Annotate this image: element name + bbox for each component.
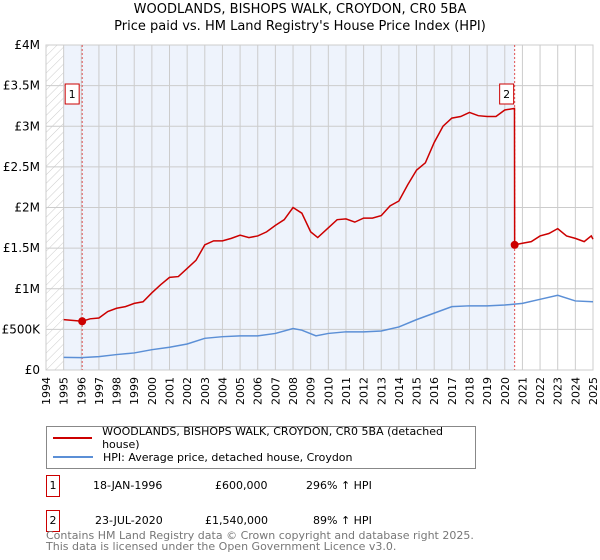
x-tick-label: 2012 bbox=[358, 377, 371, 405]
legend-item-property: WOODLANDS, BISHOPS WALK, CROYDON, CR0 5B… bbox=[53, 425, 475, 451]
legend: WOODLANDS, BISHOPS WALK, CROYDON, CR0 5B… bbox=[46, 425, 476, 469]
sale-label-box bbox=[64, 83, 80, 105]
legend-label: HPI: Average price, detached house, Croy… bbox=[103, 450, 353, 464]
x-tick-label: 2007 bbox=[269, 377, 282, 405]
x-tick-label: 2025 bbox=[587, 377, 600, 405]
series-line bbox=[63, 294, 594, 359]
y-tick-label: £1.5M bbox=[3, 241, 40, 255]
x-tick-label: 2011 bbox=[340, 377, 353, 405]
x-tick-label: 2008 bbox=[287, 377, 300, 405]
chart-title: WOODLANDS, BISHOPS WALK, CROYDON, CR0 5B… bbox=[133, 2, 467, 17]
y-tick-label: £3.5M bbox=[3, 79, 40, 93]
x-tick-label: 2017 bbox=[446, 377, 459, 405]
plot-border bbox=[45, 44, 594, 371]
y-tick-label: £2M bbox=[14, 201, 40, 215]
sale-label-number: 1 bbox=[69, 88, 76, 101]
x-tick-label: 1997 bbox=[93, 377, 106, 405]
sale-price: £600,000 bbox=[215, 479, 268, 492]
sale-label-box bbox=[499, 83, 515, 105]
x-tick-label: 2006 bbox=[252, 377, 265, 405]
sale-price: £1,540,000 bbox=[205, 514, 268, 527]
x-tick-label: 2019 bbox=[481, 377, 494, 405]
x-tick-label: 2014 bbox=[393, 377, 406, 405]
x-tick-label: 1994 bbox=[40, 377, 53, 405]
footer-licence: This data is licensed under the Open Gov… bbox=[46, 540, 397, 553]
x-tick-label: 2015 bbox=[411, 377, 424, 405]
x-tick-label: 2003 bbox=[199, 377, 212, 405]
x-tick-label: 2002 bbox=[181, 377, 194, 405]
sale-point bbox=[510, 240, 519, 249]
x-tick-label: 2023 bbox=[552, 377, 565, 405]
x-tick-label: 2018 bbox=[463, 377, 476, 405]
x-tick-label: 2021 bbox=[516, 377, 529, 405]
x-tick-label: 2009 bbox=[305, 377, 318, 405]
y-tick-label: £4M bbox=[14, 38, 40, 52]
x-tick-label: 2016 bbox=[428, 377, 441, 405]
x-tick-label: 2024 bbox=[569, 377, 582, 405]
x-tick-label: 2010 bbox=[322, 377, 335, 405]
x-tick-label: 1998 bbox=[111, 377, 124, 405]
sale-badge: 2 bbox=[46, 510, 60, 532]
x-tick-label: 2004 bbox=[216, 377, 229, 405]
sale-label-number: 2 bbox=[503, 88, 510, 101]
blue-line-swatch bbox=[53, 456, 93, 458]
legend-item-hpi: HPI: Average price, detached house, Croy… bbox=[53, 449, 353, 465]
sale-badge: 1 bbox=[46, 475, 60, 497]
red-line-swatch bbox=[53, 437, 93, 439]
sale-hpi: 89% ↑ HPI bbox=[313, 514, 372, 527]
y-tick-label: £1M bbox=[14, 282, 40, 296]
y-tick-label: £0 bbox=[25, 363, 40, 377]
sale-date: 23-JUL-2020 bbox=[95, 514, 163, 527]
footer-copyright: Contains HM Land Registry data © Crown c… bbox=[46, 529, 474, 542]
x-tick-label: 2001 bbox=[164, 377, 177, 405]
y-tick-label: £500K bbox=[2, 322, 42, 336]
sale-hpi: 296% ↑ HPI bbox=[306, 479, 372, 492]
y-tick-label: £3M bbox=[14, 119, 40, 133]
sale-date: 18-JAN-1996 bbox=[93, 479, 163, 492]
series-line bbox=[63, 107, 594, 323]
y-tick-label: £2.5M bbox=[3, 160, 40, 174]
plot-area: 1994 1995 1996 1997 1998 1999 2000 2001 2002 2003… bbox=[2, 38, 600, 405]
x-tick-label: 1995 bbox=[58, 377, 71, 405]
chart-subtitle: Price paid vs. HM Land Registry's House … bbox=[114, 19, 486, 34]
legend-label: WOODLANDS, BISHOPS WALK, CROYDON, CR0 5B… bbox=[102, 425, 443, 451]
sale-point bbox=[78, 317, 87, 326]
x-tick-label: 1999 bbox=[128, 377, 141, 405]
x-tick-label: 1996 bbox=[75, 377, 88, 405]
x-tick-label: 2000 bbox=[146, 377, 159, 405]
x-tick-label: 2020 bbox=[499, 377, 512, 405]
x-tick-label: 2022 bbox=[534, 377, 547, 405]
x-tick-label: 2005 bbox=[234, 377, 247, 405]
x-tick-label: 2013 bbox=[375, 377, 388, 405]
